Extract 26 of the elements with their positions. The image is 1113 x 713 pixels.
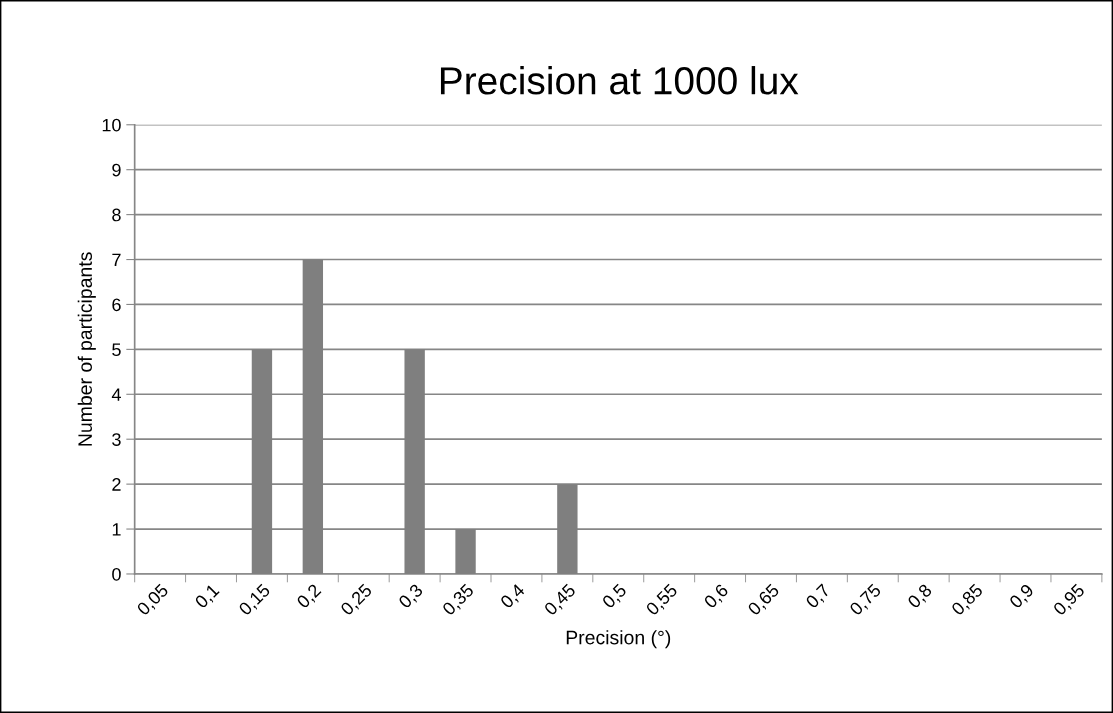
x-tick-label: 0,7	[804, 583, 833, 611]
x-tick-label: 0,6	[703, 583, 731, 611]
x-axis-title: Precision (°)	[566, 630, 671, 649]
x-tick-label: 0,45	[543, 583, 578, 618]
x-tick-label: 0,2	[295, 583, 324, 611]
x-tick-label: 0,1	[194, 583, 222, 611]
y-tick-label: 5	[112, 343, 121, 357]
y-tick-label: 1	[112, 523, 121, 536]
chart-title: Precision at 1000 lux	[440, 66, 799, 95]
x-tick-label: 0,5	[601, 583, 629, 611]
y-tick-label: 2	[112, 478, 121, 491]
x-tick-label: 0,35	[441, 583, 476, 618]
y-tick-label: 7	[112, 253, 121, 267]
y-tick-label: 6	[112, 298, 121, 312]
y-tick-label: 8	[112, 208, 121, 222]
y-tick-label: 3	[112, 433, 121, 446]
x-tick-label: 0,9	[1008, 583, 1036, 611]
y-tick-label: 0	[112, 567, 121, 581]
x-tick-label: 0,3	[397, 583, 425, 611]
x-tick-label: 0,4	[499, 583, 527, 611]
y-tick-label: 9	[112, 163, 121, 177]
x-tick-label: 0,95	[1052, 583, 1087, 618]
y-axis-title: Number of participants	[77, 252, 96, 446]
x-tick-label: 0,8	[906, 583, 935, 611]
y-tick-label: 4	[111, 388, 121, 401]
y-tick-label: 10	[102, 118, 121, 132]
